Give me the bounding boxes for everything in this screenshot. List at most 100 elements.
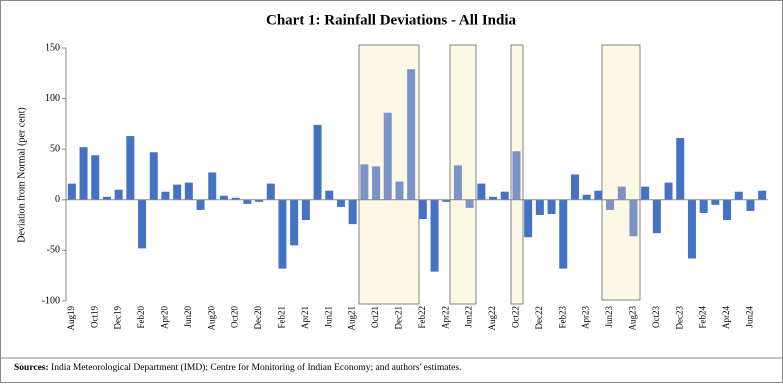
y-tick-label: 0 [55,194,60,205]
bar [138,199,147,249]
bar [758,190,767,200]
highlights [358,44,641,305]
bar [243,199,252,204]
bar [126,136,135,200]
bar [301,199,310,221]
bar [91,155,100,200]
x-tick-label: Aug19 [66,306,76,331]
x-tick-label: Jun20 [183,306,193,328]
bar [173,184,182,200]
bar [196,199,205,210]
x-tick-label: Dec21 [394,306,404,330]
source: Sources: India Meteorological Department… [14,362,461,373]
bar [699,199,708,213]
highlight-box [601,44,641,301]
bar [453,165,462,200]
x-tick-label: Jun23 [604,306,614,328]
bar [114,189,123,200]
bar [687,199,696,259]
x-tick-label: Apr21 [300,306,310,329]
bar [547,199,556,214]
chart-title: Chart 1: Rainfall Deviations - All India [266,12,517,28]
bar [278,199,287,269]
x-tick-label: Feb21 [277,306,287,329]
bar [348,199,357,225]
x-tick-label: Dec22 [534,306,544,330]
bar [512,151,521,200]
x-tick-label: Aug21 [347,306,357,331]
bar [67,183,76,200]
x-tick-label: Aug22 [487,306,497,331]
x-tick-label: Apr23 [581,306,591,329]
bar [617,186,626,200]
highlight-box [449,44,477,305]
source-text: India Meteorological Department (IMD); C… [51,362,461,373]
bar [442,199,451,202]
x-tick-label: Feb22 [417,306,427,329]
x-tick-label: Dec20 [253,306,263,330]
bar [372,166,381,200]
bar [477,183,486,200]
x-tick-label: Oct20 [230,306,240,328]
bar [629,199,638,237]
x-tick-label: Oct22 [511,306,521,328]
y-tick-label: 50 [50,143,60,154]
x-tick-label: Apr24 [721,306,731,329]
bar [395,181,404,200]
x-tick-label: Dec19 [113,306,123,330]
x-tick-label: Jun24 [745,306,755,328]
bar [500,191,509,200]
y-tick-label: 100 [45,93,60,104]
bar [149,152,158,200]
bar [664,182,673,200]
x-tick-label: Dec23 [674,306,684,330]
bar [641,186,650,200]
bar [184,182,193,200]
bar [734,191,743,200]
x-tick-label: Jun22 [464,306,474,328]
bar [489,196,498,200]
x-tick-label: Oct19 [89,306,99,328]
x-tick-label: Aug20 [206,306,216,331]
y-tick-label: -100 [42,295,60,306]
bar [325,190,334,200]
x-tick-label: Jun21 [323,306,333,328]
bar [255,199,264,202]
bar [360,164,369,200]
bar [407,69,416,200]
x-tick-label: Apr22 [440,306,450,329]
bar [208,172,217,200]
bar [676,138,685,200]
x-tick-label: Apr20 [160,306,170,329]
bar [465,199,474,208]
bar [711,199,720,205]
bar [336,199,345,207]
bar [383,112,392,200]
bar [102,196,111,200]
bar [746,199,755,211]
bar [79,147,88,200]
bar [723,199,732,221]
bar [582,194,591,200]
y-axis-label: Deviation from Normal (per cent) [16,107,27,243]
bar [606,199,615,210]
x-tick-label: Aug23 [628,306,638,331]
source-label: Sources: [14,363,49,373]
x-tick-label: Feb23 [557,306,567,329]
bar [594,190,603,200]
bar [219,195,228,200]
bar [161,191,170,200]
bar [266,183,275,200]
bar [231,197,240,200]
bar [535,199,544,215]
bar [290,199,299,246]
bar [652,199,661,234]
y-tick-label: 150 [45,42,60,53]
y-tick-label: -50 [47,245,60,256]
x-tick-label: Feb20 [136,306,146,329]
bar [430,199,439,272]
bar [570,174,579,200]
x-tick-label: Oct23 [651,306,661,328]
bar [559,199,568,269]
